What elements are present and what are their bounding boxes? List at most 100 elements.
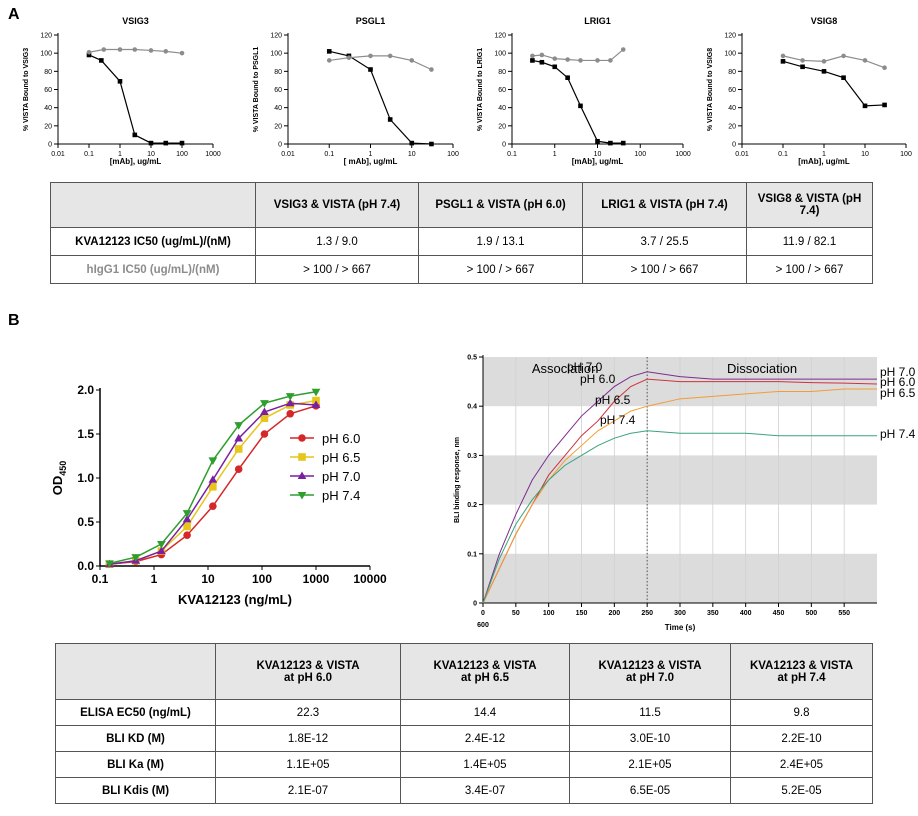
- chart-title: LRIG1: [584, 16, 611, 26]
- x-tick-label: 0.1: [92, 572, 109, 586]
- marker: [780, 59, 786, 64]
- y-tick-label: 100: [494, 51, 506, 58]
- y-axis-label: OD450: [50, 461, 68, 496]
- y-tick-label: 0: [278, 141, 282, 148]
- legend-label: pH 7.0: [322, 469, 360, 484]
- y-axis-label: % VISTA Bound to VSIG3: [23, 48, 30, 131]
- y-tick-label: 20: [274, 123, 282, 130]
- marker: [565, 57, 570, 62]
- marker: [578, 58, 583, 63]
- x-axis-label: Time (s): [665, 623, 696, 632]
- marker: [131, 554, 141, 562]
- marker: [286, 409, 295, 418]
- header-cell: KVA12123 & VISTA at pH 7.4: [730, 643, 873, 700]
- marker: [539, 59, 545, 65]
- header-line: at pH 7.4: [777, 671, 826, 684]
- marker: [105, 560, 114, 568]
- marker: [620, 140, 626, 146]
- marker: [260, 407, 269, 416]
- empty-cell: [50, 182, 256, 228]
- x-tick-label: 0: [481, 610, 485, 617]
- cell: 9.8: [730, 699, 873, 726]
- y-tick-label: 1.0: [77, 471, 94, 485]
- marker: [157, 540, 166, 549]
- y-tick-label: 120: [724, 32, 736, 39]
- y-tick-label: 40: [728, 105, 736, 112]
- empty-cell: [55, 643, 216, 700]
- x-tick-label: 10: [201, 572, 215, 586]
- y-tick-label: 0.2: [467, 502, 477, 509]
- y-tick-label: 1.5: [77, 427, 94, 441]
- marker: [209, 502, 217, 510]
- y-tick-label: 0: [732, 141, 736, 148]
- cell: 2.4E-12: [400, 725, 570, 752]
- cell: > 100 / > 667: [255, 255, 419, 284]
- marker: [182, 514, 192, 523]
- header-cell: LRIG1 & VISTA (pH 7.4): [582, 182, 747, 228]
- marker: [595, 58, 600, 63]
- y-tick-label: 80: [498, 69, 506, 76]
- y-label-sub: 450: [58, 461, 68, 476]
- y-axis-label: BLI binding response, nm: [454, 437, 461, 523]
- x-tick-label: 200: [608, 610, 620, 617]
- x-tick-label: 350: [707, 610, 719, 617]
- marker: [530, 58, 535, 63]
- marker: [841, 53, 846, 59]
- row-label: KVA12123 IC50 (ug/mL)/(nM): [50, 227, 256, 256]
- cell: 11.5: [569, 699, 731, 726]
- marker: [862, 58, 868, 63]
- x-tick-label: 450: [773, 610, 785, 617]
- marker: [183, 522, 191, 531]
- x-tick-label: 0.1: [778, 151, 788, 158]
- marker: [429, 67, 434, 72]
- marker: [182, 510, 192, 518]
- marker: [208, 475, 218, 483]
- header-line: at pH 6.5: [461, 671, 509, 684]
- curve-label: pH 6.5: [595, 393, 631, 407]
- marker: [117, 79, 123, 84]
- curve-label: pH 7.4: [600, 413, 636, 427]
- x-tick-label: 0.01: [51, 151, 65, 158]
- marker: [163, 49, 169, 54]
- marker: [132, 132, 138, 138]
- end-label: pH 7.0: [880, 365, 916, 379]
- cell: 1.3 / 9.0: [255, 227, 419, 256]
- fit-curve: [329, 55, 432, 71]
- y-tick-label: 100: [40, 51, 52, 58]
- x-tick-label: 100: [543, 610, 555, 617]
- cell: 1.8E-12: [215, 725, 401, 752]
- cell: 22.3: [215, 699, 401, 726]
- x-tick-label: 1: [151, 572, 158, 586]
- x-tick-label: 150: [576, 610, 588, 617]
- table: VSIG3 & VISTA (pH 7.4) PSGL1 & VISTA (pH …: [50, 182, 873, 284]
- cell: 3.7 / 25.5: [582, 227, 747, 256]
- header-line: KVA12123 & VISTA: [433, 659, 537, 672]
- table: KVA12123 & VISTA at pH 6.0 KVA12123 & VIS…: [55, 643, 873, 804]
- curve-label: pH 7.0: [567, 360, 603, 374]
- marker: [578, 103, 583, 109]
- marker: [882, 102, 887, 108]
- marker: [260, 400, 269, 408]
- x-tick-label: 100: [900, 151, 912, 158]
- marker: [326, 49, 332, 54]
- marker: [780, 53, 786, 59]
- marker: [565, 75, 570, 80]
- row-label: BLI Kdis (M): [55, 777, 216, 804]
- marker: [346, 55, 352, 61]
- marker: [183, 531, 191, 539]
- row-label: ELISA EC50 (ng/mL): [55, 699, 216, 726]
- marker: [552, 64, 558, 70]
- y-tick-label: 20: [44, 123, 52, 130]
- y-tick-label: 20: [498, 123, 506, 130]
- marker: [409, 58, 415, 63]
- marker: [326, 58, 332, 63]
- x-tick-label: 10000: [353, 572, 387, 586]
- marker: [608, 58, 613, 63]
- x-tick-label: 100: [176, 151, 188, 158]
- end-label: pH 6.5: [880, 386, 916, 400]
- y-tick-label: 60: [274, 87, 282, 94]
- x-axis-label: [mAb], ug/mL: [110, 157, 162, 166]
- marker: [311, 400, 321, 408]
